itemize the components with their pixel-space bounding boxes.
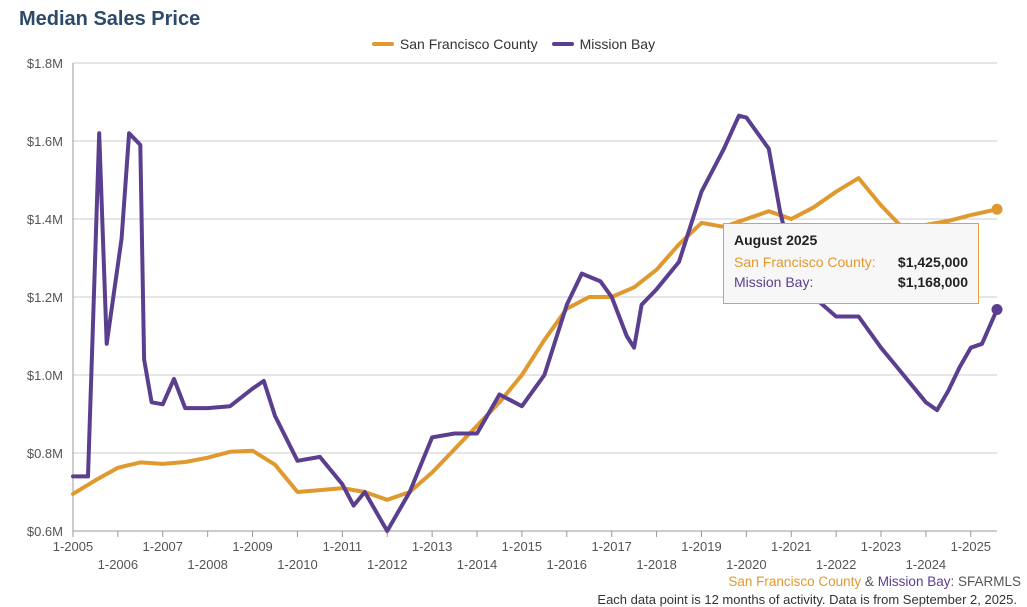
footnote: Each data point is 12 months of activity…: [597, 592, 1017, 607]
tooltip-label-mission-bay: Mission Bay:: [734, 274, 814, 290]
series-end-marker-mission-bay: [991, 303, 1003, 315]
credit-sf-county: San Francisco County: [728, 574, 862, 589]
y-tick-label: $0.6M: [27, 524, 63, 539]
tooltip-label-sf-county: San Francisco County:: [734, 254, 876, 270]
credit-ampersand: &: [864, 574, 874, 589]
series-line-sf-county: [71, 176, 999, 502]
series-end-marker-sf-county: [991, 203, 1003, 215]
legend-item-sf-county[interactable]: San Francisco County: [371, 36, 538, 52]
x-tick-label: 1-2010: [277, 557, 317, 572]
chart-title: Median Sales Price: [19, 8, 201, 30]
legend-item-mission-bay[interactable]: Mission Bay: [551, 36, 656, 52]
credit-source: : SFARMLS: [950, 574, 1021, 589]
y-tick-label: $1.4M: [27, 212, 63, 227]
credit-mission-bay: Mission Bay: [877, 574, 951, 589]
x-tick-label: 1-2022: [816, 557, 856, 572]
x-tick-label: 1-2019: [681, 539, 721, 554]
x-tick-label: 1-2018: [636, 557, 676, 572]
x-tick-label: 1-2021: [771, 539, 811, 554]
y-tick-label: $1.8M: [27, 56, 63, 71]
legend: San Francisco County Mission Bay: [0, 36, 1027, 52]
x-tick-label: 1-2025: [951, 539, 991, 554]
x-tick-label: 1-2011: [323, 539, 363, 554]
x-tick-label: 1-2005: [53, 539, 93, 554]
x-tick-label: 1-2015: [502, 539, 542, 554]
tooltip-row-mission-bay: Mission Bay: $1,168,000: [734, 274, 968, 290]
legend-swatch-sf-county: [371, 42, 394, 46]
tooltip-header: August 2025: [734, 232, 818, 248]
x-tick-label: 1-2023: [861, 539, 901, 554]
tooltip-value-mission-bay: $1,168,000: [897, 274, 968, 290]
y-tick-label: $1.0M: [27, 368, 63, 383]
x-tick-label: 1-2012: [367, 557, 407, 572]
legend-label-mission-bay: Mission Bay: [579, 36, 656, 52]
x-tick-label: 1-2020: [726, 557, 766, 572]
x-tick-label: 1-2008: [187, 557, 227, 572]
x-tick-label: 1-2014: [457, 557, 497, 572]
series-line-mission-bay: [71, 113, 999, 533]
y-tick-label: $1.2M: [27, 290, 63, 305]
y-tick-label: $0.8M: [27, 446, 63, 461]
x-tick-label: 1-2016: [547, 557, 587, 572]
x-tick-label: 1-2009: [232, 539, 272, 554]
tooltip-value-sf-county: $1,425,000: [897, 254, 968, 270]
x-tick-label: 1-2007: [143, 539, 183, 554]
x-tick-label: 1-2024: [906, 557, 946, 572]
x-tick-label: 1-2006: [98, 557, 138, 572]
x-tick-label: 1-2017: [591, 539, 631, 554]
y-tick-label: $1.6M: [27, 134, 63, 149]
tooltip-row-sf-county: San Francisco County: $1,425,000: [734, 254, 968, 270]
tooltip: August 2025 San Francisco County: $1,425…: [723, 223, 979, 304]
x-tick-label: 1-2013: [412, 539, 452, 554]
legend-swatch-mission-bay: [551, 42, 574, 46]
source-credit: San Francisco County & Mission Bay: SFAR…: [728, 574, 1021, 589]
legend-label-sf-county: San Francisco County: [399, 36, 538, 52]
